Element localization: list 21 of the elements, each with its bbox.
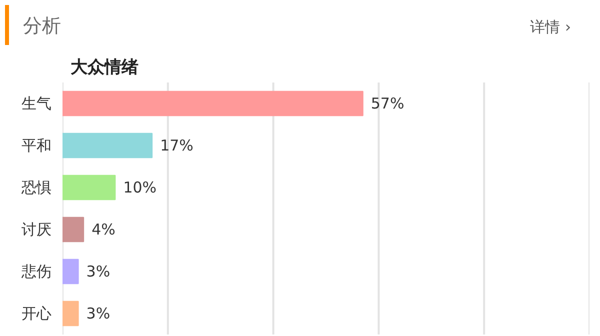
data-label: 3% [86, 262, 110, 280]
y-tick-label: 讨厌 [22, 220, 52, 238]
y-tick-label: 恐惧 [20, 178, 52, 196]
data-label: 57% [370, 94, 404, 112]
text: 详情 › [530, 17, 571, 38]
bar [62, 174, 116, 200]
y-tick-label: 开心 [22, 304, 52, 322]
y-tick-label: 生气 [22, 94, 52, 112]
bar [62, 216, 84, 242]
data-label: 17% [160, 136, 194, 154]
data-label: 10% [123, 178, 157, 196]
chart-title: 分析 [23, 14, 61, 39]
bar [62, 300, 79, 326]
chart-subtitle: 大众情绪 [70, 58, 138, 78]
bar [62, 258, 79, 284]
data-label: 3% [86, 304, 110, 322]
y-tick-label: 悲伤 [20, 262, 52, 280]
bar [62, 90, 364, 116]
data-label: 4% [92, 220, 116, 238]
bar [62, 132, 153, 158]
y-tick-label: 平和 [22, 136, 52, 154]
